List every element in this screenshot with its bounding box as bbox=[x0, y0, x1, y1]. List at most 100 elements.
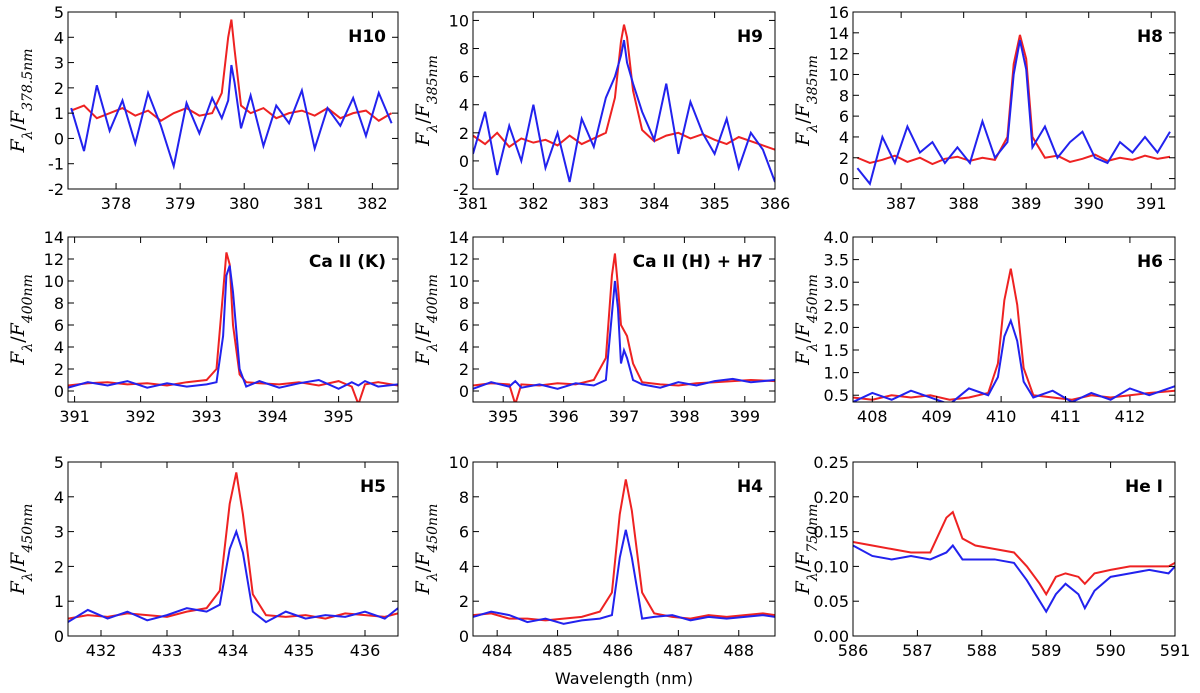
y-axis-label-part: / bbox=[412, 336, 434, 343]
spectrum-line bbox=[856, 39, 1171, 186]
y-tick-label: 8 bbox=[459, 294, 469, 313]
y-tick-label: 3.0 bbox=[824, 273, 849, 292]
y-tick-label: 10 bbox=[449, 11, 469, 30]
x-tick-label: 434 bbox=[218, 641, 249, 660]
y-axis-label-part: λ bbox=[20, 343, 36, 353]
y-tick-label: 0 bbox=[54, 382, 64, 401]
x-tick-label: 393 bbox=[191, 407, 222, 426]
spectrum-line bbox=[70, 64, 393, 171]
x-tick-label: 389 bbox=[1011, 194, 1042, 213]
y-tick-label: -2 bbox=[48, 180, 64, 199]
y-axis-label: Fλ/F450nm bbox=[792, 274, 821, 366]
panel-label: H10 bbox=[348, 27, 386, 47]
y-tick-label: 5 bbox=[54, 453, 64, 472]
x-tick-label: 591 bbox=[1160, 641, 1191, 660]
y-axis-label-part: 400nm bbox=[425, 274, 441, 324]
y-tick-label: 10 bbox=[449, 272, 469, 291]
y-tick-label: 8 bbox=[839, 86, 849, 105]
x-tick-label: 382 bbox=[518, 194, 549, 213]
plot-frame bbox=[852, 461, 1176, 637]
y-tick-label: 10 bbox=[449, 453, 469, 472]
x-tick-label: 379 bbox=[165, 194, 196, 213]
spectrum-line bbox=[473, 253, 775, 402]
y-tick-label: 1.5 bbox=[824, 341, 849, 360]
y-axis-label-part: / bbox=[792, 565, 814, 572]
x-tick-label: 392 bbox=[125, 407, 156, 426]
y-tick-label: 0 bbox=[459, 627, 469, 646]
y-axis-label-part: 385nm bbox=[425, 55, 441, 104]
plot-frame bbox=[472, 11, 776, 190]
y-tick-label: 4 bbox=[54, 488, 64, 507]
y-axis-label-part: 450nm bbox=[425, 504, 441, 554]
x-tick-label: 381 bbox=[458, 194, 489, 213]
y-tick-label: 4 bbox=[54, 28, 64, 47]
y-tick-label: 2 bbox=[459, 360, 469, 379]
x-tick-label: 488 bbox=[723, 641, 754, 660]
plot-frame bbox=[852, 11, 1176, 190]
x-tick-label: 395 bbox=[488, 407, 519, 426]
y-axis-label-part: F bbox=[7, 110, 29, 125]
y-tick-label: 8 bbox=[459, 488, 469, 507]
x-tick-label: 432 bbox=[86, 641, 117, 660]
y-axis-label: Fλ/F750nm bbox=[792, 504, 821, 596]
y-tick-label: 0.15 bbox=[813, 523, 849, 542]
spectrum-line bbox=[68, 252, 398, 402]
y-tick-label: 8 bbox=[54, 294, 64, 313]
y-tick-label: 3 bbox=[54, 54, 64, 73]
panel-label: Ca II (H) + H7 bbox=[633, 252, 763, 272]
x-tick-label: 587 bbox=[902, 641, 933, 660]
y-axis-label-part: / bbox=[792, 336, 814, 343]
y-tick-label: 14 bbox=[449, 228, 469, 247]
y-tick-label: 0.25 bbox=[813, 453, 849, 472]
y-axis-label-part: λ bbox=[20, 572, 36, 582]
x-tick-label: 409 bbox=[921, 407, 952, 426]
y-tick-label: 2 bbox=[54, 79, 64, 98]
y-axis-label-part: / bbox=[7, 123, 29, 130]
y-axis-label-part: F bbox=[412, 103, 434, 118]
y-tick-label: 4 bbox=[839, 128, 849, 147]
y-tick-label: 12 bbox=[829, 45, 849, 64]
y-axis-label-part: F bbox=[412, 351, 434, 366]
y-tick-label: 0 bbox=[54, 627, 64, 646]
x-tick-label: 410 bbox=[986, 407, 1017, 426]
y-tick-label: 2 bbox=[54, 557, 64, 576]
spectrum-line bbox=[853, 510, 1175, 597]
panel-label: H8 bbox=[1137, 27, 1163, 47]
y-tick-label: 4 bbox=[459, 96, 469, 115]
y-axis-label-part: F bbox=[792, 552, 814, 567]
y-axis-label-part: F bbox=[7, 552, 29, 567]
spectrum-line bbox=[853, 268, 1175, 401]
x-tick-label: 412 bbox=[1115, 407, 1146, 426]
y-tick-label: 2 bbox=[459, 592, 469, 611]
x-tick-label: 381 bbox=[293, 194, 324, 213]
y-tick-label: 1 bbox=[54, 104, 64, 123]
panel: 484 485 486 487 4880246810H4Fλ/F450nmWavelen… bbox=[412, 453, 776, 688]
y-tick-label: 1.0 bbox=[824, 364, 849, 383]
spectrum-line bbox=[473, 529, 775, 625]
y-axis-label-part: / bbox=[7, 565, 29, 572]
y-axis-label-part: F bbox=[7, 351, 29, 366]
spectrum-line bbox=[68, 265, 398, 390]
spectrum-line bbox=[70, 19, 393, 122]
y-tick-label: 12 bbox=[449, 250, 469, 269]
panel: 408 409 410 411 412 0.5 1.0 1.5 2.0 2.5 3.0 3.5 4.0 H… bbox=[792, 228, 1176, 426]
x-tick-label: 399 bbox=[730, 407, 761, 426]
y-axis-label-part: λ bbox=[425, 572, 441, 582]
y-tick-label: 4.0 bbox=[824, 228, 849, 247]
y-tick-label: 1 bbox=[54, 592, 64, 611]
y-tick-label: 0.20 bbox=[813, 488, 849, 507]
y-tick-label: 16 bbox=[829, 3, 849, 22]
y-tick-label: 10 bbox=[44, 272, 64, 291]
x-tick-label: 486 bbox=[603, 641, 634, 660]
panel-label: H5 bbox=[360, 477, 386, 497]
y-axis-label: Fλ/F385nm bbox=[412, 55, 441, 147]
y-tick-label: 10 bbox=[829, 65, 849, 84]
x-tick-label: 390 bbox=[1073, 194, 1104, 213]
y-axis-label: Fλ/F378.5nm bbox=[7, 48, 36, 153]
y-tick-label: 0 bbox=[459, 152, 469, 171]
spectrum-line bbox=[853, 317, 1175, 402]
